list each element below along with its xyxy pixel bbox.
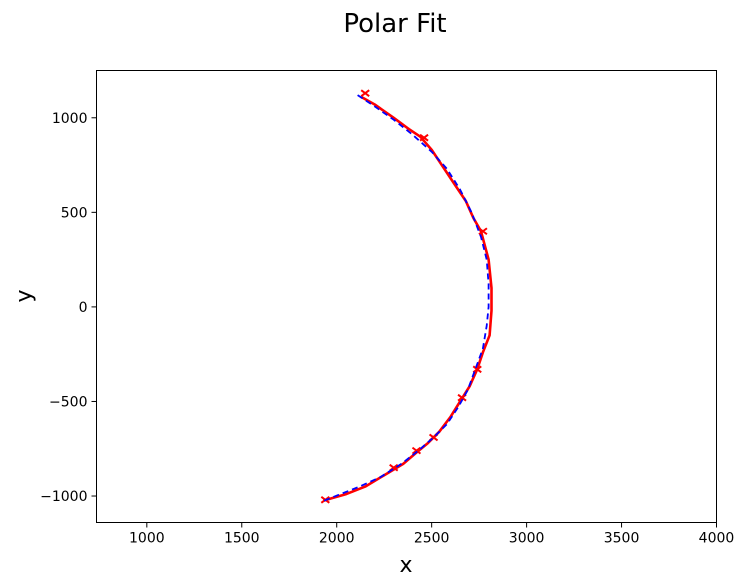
fit-line-dashed-1 xyxy=(321,94,490,503)
y-tick-label: 1000 xyxy=(52,111,88,127)
x-tick-label: 2500 xyxy=(414,531,450,547)
x-tick-label: 4000 xyxy=(699,531,735,547)
data-mark-1 xyxy=(419,133,429,142)
ticks-layer: 1000 1500 2000 2500 3000 3500 4000 1000 500 0 −500… xyxy=(40,111,734,547)
y-tick-label: −500 xyxy=(49,394,87,410)
data-line-solid-0 xyxy=(323,95,493,503)
x-tick-label: 3000 xyxy=(509,531,545,547)
data-mark-4 xyxy=(457,393,467,402)
y-tick-label: 500 xyxy=(61,205,88,221)
x-axis-label: x xyxy=(399,553,412,578)
y-tick-label: 0 xyxy=(79,300,88,316)
x-tick-label: 2000 xyxy=(319,531,355,547)
x-tick-label: 1500 xyxy=(224,531,260,547)
y-tick-label: −1000 xyxy=(40,489,87,505)
chart-title: Polar Fit xyxy=(343,9,446,39)
x-tick-label: 1000 xyxy=(129,531,165,547)
data-mark-6 xyxy=(411,446,422,455)
plot-frame xyxy=(96,70,717,523)
series-layer xyxy=(320,89,493,504)
data-mark-3 xyxy=(472,365,482,374)
x-tick-label: 3500 xyxy=(604,531,640,547)
y-axis-label: y xyxy=(12,289,37,302)
data-mark-2 xyxy=(478,227,488,236)
data-mark-0 xyxy=(360,89,370,97)
